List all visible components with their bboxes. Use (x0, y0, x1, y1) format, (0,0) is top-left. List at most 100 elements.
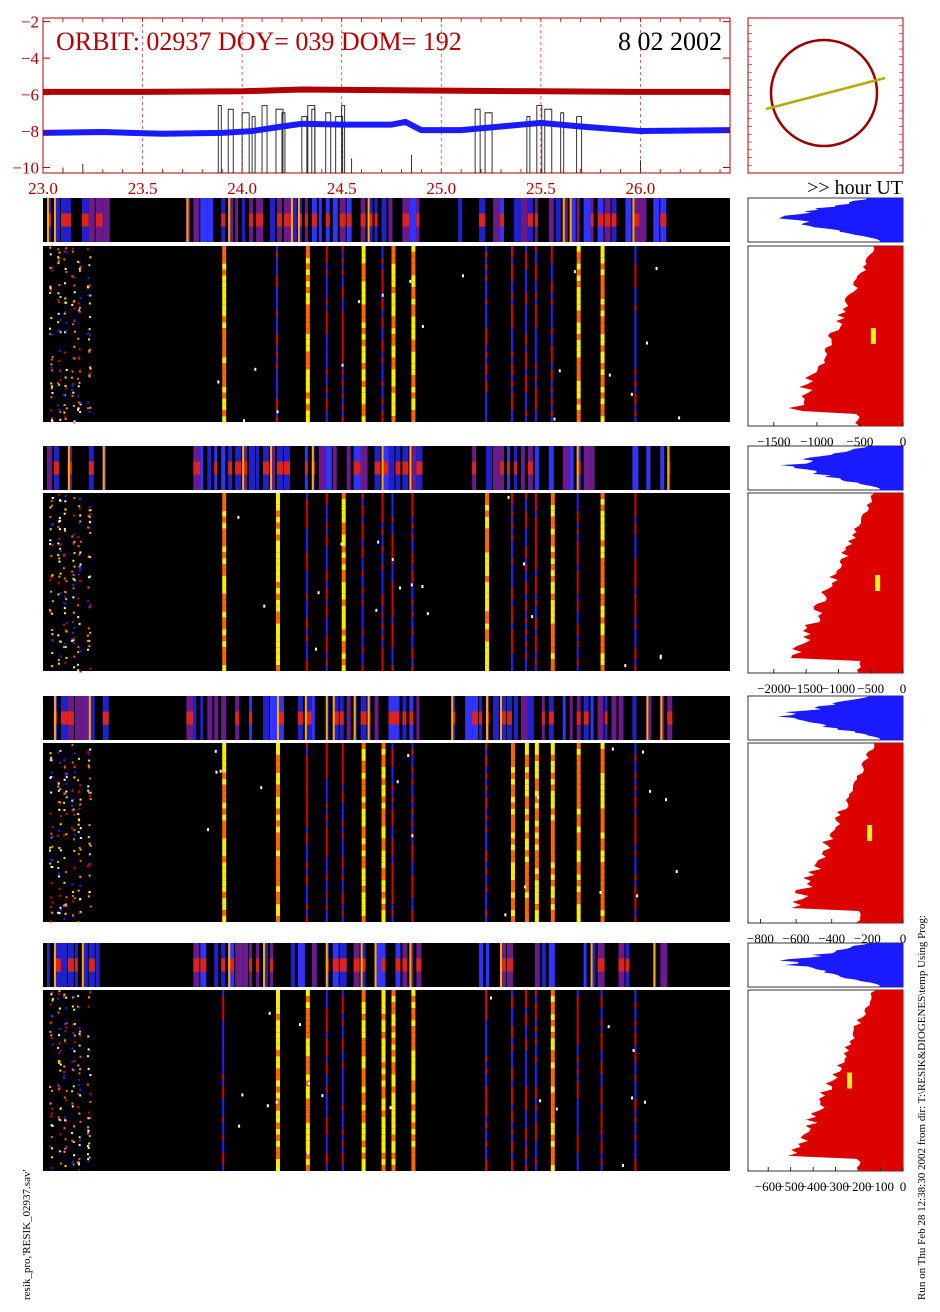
spectrogram-dot (59, 543, 62, 546)
spike-trace (536, 105, 543, 173)
band-stripe-hot (242, 446, 245, 490)
spectrogram-column (576, 328, 581, 334)
spectrogram-column (576, 375, 581, 381)
band-stripe (548, 446, 554, 490)
spectrogram-column (534, 322, 537, 329)
x-unit-label: >> hour UT (807, 177, 903, 199)
spectrogram-column (600, 1098, 603, 1105)
spectrogram-column (600, 1104, 603, 1111)
spectrogram-column (275, 778, 280, 785)
spectrogram-column (361, 298, 366, 305)
spectrogram-column (550, 504, 555, 511)
spectrogram-dot (266, 1104, 269, 1108)
spectrogram-column (576, 862, 581, 869)
spectrogram-column (325, 582, 328, 588)
spectrogram-column (524, 990, 527, 997)
spectrogram-column (550, 416, 553, 422)
band-stripe (374, 943, 382, 987)
spectrogram-column (275, 504, 280, 511)
spectrogram-column (411, 334, 416, 340)
spectrogram-dot (50, 500, 53, 503)
spectrogram-column (391, 1008, 396, 1015)
spectrogram-column (391, 1104, 396, 1111)
spectrogram-column (391, 410, 396, 417)
spectrogram-column (325, 1146, 328, 1153)
spectrogram-column (361, 1032, 366, 1039)
spectrogram-dot (51, 1156, 54, 1159)
spectrogram-dot (64, 629, 67, 632)
spectrogram-column (305, 748, 308, 755)
spectrogram-column (550, 599, 555, 606)
spectrogram-dot (49, 267, 52, 270)
spectrogram-column (634, 772, 637, 779)
band-stripe-core (611, 213, 617, 227)
spectrogram-column (411, 808, 414, 815)
spectrogram-column (634, 510, 637, 517)
band-stripe (332, 198, 338, 242)
spectrogram-dot (49, 920, 52, 923)
spectrogram-column (600, 570, 605, 577)
spectrogram-column (634, 582, 637, 588)
spectrogram-dot (72, 356, 75, 359)
spectrogram-column (534, 1164, 537, 1171)
spectrogram-column (361, 1104, 366, 1111)
spectrogram-column (222, 498, 227, 505)
spectrogram-column (634, 304, 637, 311)
spectrogram-column (576, 874, 581, 881)
spectrogram-column (411, 641, 414, 648)
spectrogram-column (634, 1002, 637, 1009)
spectrogram-column (275, 576, 280, 582)
spectrogram-column (411, 522, 414, 529)
band-stripe-core (409, 711, 414, 725)
spectrogram-column (411, 1062, 416, 1069)
spectrogram-column (576, 892, 581, 899)
spectrogram-column (524, 275, 527, 282)
spectrogram-column (524, 593, 527, 600)
band-stripe-core (395, 461, 401, 475)
spectrogram-dot (71, 384, 74, 387)
spectrogram-dot (64, 331, 67, 334)
spectrogram-dot (58, 1059, 61, 1062)
band-stripe (242, 198, 246, 242)
spectrogram-column (341, 1092, 344, 1099)
spectrogram-column (391, 916, 394, 922)
spectrogram-column (411, 257, 416, 264)
spectrogram-column (275, 287, 278, 293)
band-stripe-hot (367, 696, 370, 740)
band-stripe (569, 198, 576, 242)
spectrogram-column (391, 345, 396, 352)
spectrogram-column (600, 369, 605, 376)
spectrogram-column (600, 493, 605, 499)
spectrogram-column (275, 641, 280, 648)
spectrogram-column (275, 1158, 280, 1165)
spectrogram-column (550, 558, 555, 565)
spectrogram-dot (77, 1064, 80, 1067)
spectrogram-column (381, 275, 384, 282)
spectrogram-column (600, 257, 605, 264)
spectrogram-column (600, 339, 605, 346)
spectrogram-dot (88, 515, 91, 518)
spectrogram-column (305, 886, 308, 893)
spectrogram-dot (72, 1032, 75, 1035)
spectrogram-column (510, 1110, 513, 1117)
spectrogram-dot (78, 507, 81, 510)
spectrogram-column (485, 416, 488, 422)
spectrogram-column (391, 552, 394, 559)
spectrogram-column (600, 593, 605, 600)
spectrogram-dot (78, 819, 81, 822)
band-stripe (562, 198, 568, 242)
left-vertical-caption: resik_pro,'RESIK_02937.sav' (21, 1170, 33, 1300)
band-stripe-core (200, 958, 207, 972)
spectrogram-column (381, 760, 386, 767)
spectrogram-dot (65, 1145, 68, 1148)
spectrogram-column (600, 832, 605, 839)
spectrogram-dot (88, 328, 91, 331)
spectrogram-column (361, 357, 366, 364)
spectrogram-column (485, 766, 488, 773)
spectrogram-column (381, 246, 384, 252)
spectrogram-column (391, 1062, 396, 1069)
spectrogram-column (341, 904, 344, 911)
spectrogram-column (361, 576, 364, 582)
spectrogram-column (411, 493, 414, 499)
spectrogram-dot (49, 752, 52, 755)
